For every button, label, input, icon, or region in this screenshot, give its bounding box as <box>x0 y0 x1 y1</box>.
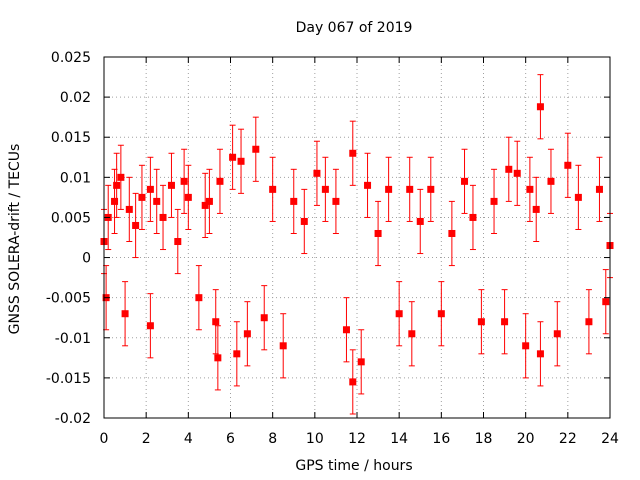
data-point <box>201 201 209 209</box>
data-point <box>585 318 593 326</box>
y-tick-label: -0.005 <box>46 291 91 307</box>
data-point <box>513 169 521 177</box>
data-point <box>237 157 245 165</box>
data-point <box>574 193 582 201</box>
x-tick-label: 2 <box>142 431 151 447</box>
y-tick-label: -0.02 <box>55 411 91 427</box>
data-point <box>233 350 241 358</box>
y-tick-label: 0.01 <box>60 170 91 186</box>
data-point <box>180 177 188 185</box>
data-point <box>602 298 610 306</box>
data-point <box>125 205 133 213</box>
data-point <box>138 193 146 201</box>
data-point <box>526 185 534 193</box>
data-point <box>132 221 140 229</box>
data-point <box>121 310 129 318</box>
y-tick-label: -0.01 <box>55 331 91 347</box>
y-tick-label: 0.005 <box>51 210 91 226</box>
data-point <box>212 318 220 326</box>
data-point <box>243 330 251 338</box>
data-point <box>532 205 540 213</box>
data-point <box>184 193 192 201</box>
data-point <box>205 197 213 205</box>
data-point <box>374 229 382 237</box>
data-point <box>547 177 555 185</box>
data-point <box>349 149 357 157</box>
y-tick-label: 0 <box>82 251 91 267</box>
data-point <box>167 181 175 189</box>
data-point <box>448 229 456 237</box>
data-point <box>229 153 237 161</box>
grid <box>104 57 610 418</box>
x-tick-label: 6 <box>226 431 235 447</box>
data-point <box>321 185 329 193</box>
data-point <box>395 310 403 318</box>
data-point <box>332 197 340 205</box>
data-point <box>364 181 372 189</box>
axis-ticks <box>103 56 611 419</box>
data-point <box>477 318 485 326</box>
data-point <box>553 330 561 338</box>
x-tick-label: 12 <box>348 431 366 447</box>
data-point <box>111 197 119 205</box>
data-point <box>501 318 509 326</box>
x-axis-label: GPS time / hours <box>295 458 412 474</box>
data-point <box>260 314 268 322</box>
y-tick-label: 0.02 <box>60 90 91 106</box>
data-point <box>416 217 424 225</box>
x-tick-label: 8 <box>268 431 277 447</box>
data-point <box>300 217 308 225</box>
data-point <box>357 358 365 366</box>
data-point <box>536 103 544 111</box>
x-tick-label: 22 <box>559 431 577 447</box>
data-point <box>146 322 154 330</box>
data-point <box>536 350 544 358</box>
data-point <box>195 294 203 302</box>
y-tick-label: 0.015 <box>51 130 91 146</box>
data-point <box>385 185 393 193</box>
data-point <box>342 326 350 334</box>
data-point <box>174 238 182 246</box>
x-tick-label: 14 <box>390 431 408 447</box>
data-point <box>427 185 435 193</box>
data-point <box>290 197 298 205</box>
data-point <box>490 197 498 205</box>
chart-title: Day 067 of 2019 <box>296 20 413 36</box>
data-point <box>406 185 414 193</box>
tick-labels: 0 2 4 6 8 10 12 14 16 18 20 22 24-0.02-0.015-0.01-0.… <box>46 50 619 447</box>
x-tick-label: 20 <box>517 431 535 447</box>
data-point <box>153 197 161 205</box>
x-tick-label: 16 <box>432 431 450 447</box>
data-point <box>113 181 121 189</box>
data-point <box>214 354 222 362</box>
data-point <box>408 330 416 338</box>
data-point <box>279 342 287 350</box>
data-point <box>469 213 477 221</box>
data-point <box>146 185 154 193</box>
x-tick-label: 10 <box>306 431 324 447</box>
data-point <box>269 185 277 193</box>
x-tick-label: 0 <box>100 431 109 447</box>
data-point <box>252 145 260 153</box>
data-point <box>349 378 357 386</box>
data-point <box>522 342 530 350</box>
x-tick-label: 18 <box>475 431 493 447</box>
data-point <box>437 310 445 318</box>
data-point <box>313 169 321 177</box>
data-point <box>505 165 513 173</box>
y-tick-label: -0.015 <box>46 371 91 387</box>
data-point <box>117 173 125 181</box>
data-point <box>564 161 572 169</box>
data-point <box>461 177 469 185</box>
y-axis-label: GNSS SOLERA-drift / TECUs <box>7 144 23 335</box>
data-point <box>159 213 167 221</box>
x-tick-label: 24 <box>601 431 619 447</box>
x-tick-label: 4 <box>184 431 193 447</box>
data-point <box>216 177 224 185</box>
data-point <box>595 185 603 193</box>
y-tick-label: 0.025 <box>51 50 91 66</box>
